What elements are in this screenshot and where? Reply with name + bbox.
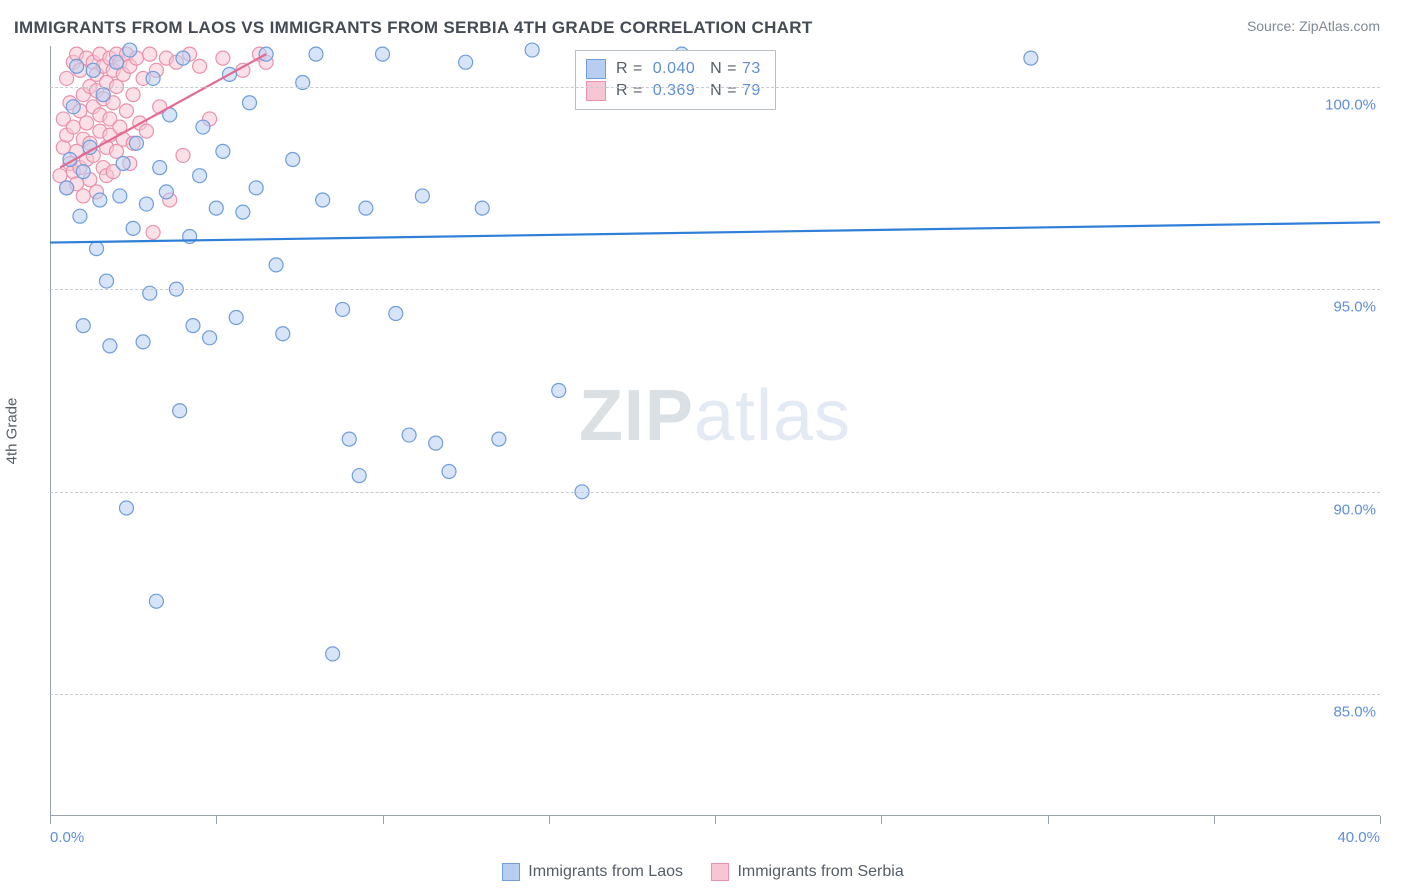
gridline [50, 289, 1380, 290]
x-tick [715, 816, 716, 824]
legend-stats-row: R = 0.040 N = 73 [586, 59, 761, 79]
x-tick [50, 816, 51, 824]
gridline [50, 492, 1380, 493]
y-axis-title: 4th Grade [4, 398, 21, 465]
x-tick [383, 816, 384, 824]
y-tick-label: 90.0% [1333, 501, 1376, 518]
y-tick-label: 100.0% [1325, 96, 1376, 113]
x-tick [1214, 816, 1215, 824]
x-tick [1380, 816, 1381, 824]
source-attribution: Source: ZipAtlas.com [1247, 18, 1380, 34]
chart-svg [50, 46, 1380, 816]
gridline [50, 87, 1380, 88]
plot-area: 4th Grade ZIPatlas R = 0.040 N = 73 R = … [50, 46, 1380, 816]
legend-stats: R = 0.040 N = 73 R = 0.369 N = 79 [575, 50, 776, 110]
legend-swatch-a [502, 863, 520, 881]
x-tick [216, 816, 217, 824]
y-tick-label: 95.0% [1333, 299, 1376, 316]
legend-swatch-a [586, 59, 606, 79]
x-tick [881, 816, 882, 824]
x-tick [549, 816, 550, 824]
chart-title: IMMIGRANTS FROM LAOS VS IMMIGRANTS FROM … [14, 18, 813, 38]
y-tick-label: 85.0% [1333, 704, 1376, 721]
legend-swatch-b [586, 81, 606, 101]
x-tick [1048, 816, 1049, 824]
legend-series: Immigrants from Laos Immigrants from Ser… [0, 863, 1406, 886]
x-tick-label: 0.0% [50, 829, 84, 846]
legend-item: Immigrants from Serbia [711, 863, 903, 881]
x-tick-label: 40.0% [1337, 829, 1380, 846]
legend-stats-row: R = 0.369 N = 79 [586, 81, 761, 101]
legend-swatch-b [711, 863, 729, 881]
gridline [50, 694, 1380, 695]
legend-item: Immigrants from Laos [502, 863, 683, 881]
